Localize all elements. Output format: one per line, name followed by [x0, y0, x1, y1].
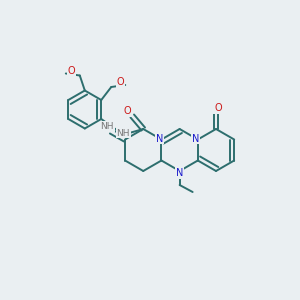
- Text: NH: NH: [116, 128, 130, 137]
- Text: O: O: [123, 106, 131, 116]
- Text: NH: NH: [100, 122, 114, 131]
- Text: O: O: [116, 77, 124, 87]
- Text: N: N: [192, 134, 200, 143]
- Text: O: O: [214, 103, 222, 113]
- Text: O: O: [68, 65, 76, 76]
- Text: N: N: [156, 134, 163, 143]
- Text: N: N: [176, 168, 183, 178]
